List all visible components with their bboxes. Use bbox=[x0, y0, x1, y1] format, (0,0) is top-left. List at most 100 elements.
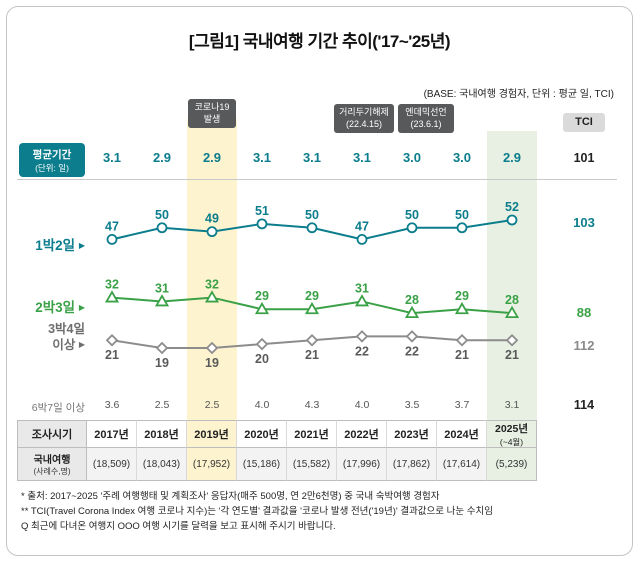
sample-row-background bbox=[87, 448, 537, 481]
diamond-marker-icon bbox=[205, 341, 219, 355]
data-point-label: 32 bbox=[205, 278, 219, 292]
year-cell-2025-line2: (~4월) bbox=[499, 436, 524, 447]
figure-title: [그림1] 국내여행 기간 추이('17~'25년) bbox=[188, 32, 451, 51]
circle-marker-icon bbox=[156, 222, 168, 234]
series-label-0: 1박2일 ▶ bbox=[35, 238, 85, 253]
extra-values-row: 3.6 2.5 2.5 4.0 4.3 4.0 3.5 3.7 3.1 bbox=[87, 399, 537, 411]
data-point-label: 47 bbox=[105, 219, 119, 233]
year-cell: 2020년 bbox=[237, 420, 287, 448]
year-cell: 2019년 bbox=[187, 420, 237, 448]
data-point-label: 50 bbox=[405, 208, 419, 222]
covid-outbreak-badge: 코로나19 발생 bbox=[188, 99, 236, 129]
circle-marker-icon bbox=[506, 214, 518, 226]
footnotes: * 출처: 2017~2025 '주례 여행행태 및 계획조사' 응답자(매주 … bbox=[21, 489, 625, 534]
data-point-label: 50 bbox=[155, 208, 169, 222]
base-note: (BASE: 국내여행 경험자, 단위 : 평균 일, TCI) bbox=[423, 89, 614, 100]
sample-size-header: 국내여행 (사례수,명) bbox=[17, 448, 87, 481]
sample-size-cell: (17,996) bbox=[337, 448, 387, 481]
year-cell: 2022년 bbox=[337, 420, 387, 448]
diamond-marker-icon bbox=[105, 333, 119, 347]
data-point-label: 19 bbox=[155, 356, 169, 370]
data-point-label: 49 bbox=[205, 212, 219, 226]
year-cell: 2018년 bbox=[137, 420, 187, 448]
sample-size-cell: (15,186) bbox=[237, 448, 287, 481]
diamond-marker-icon bbox=[255, 337, 269, 351]
data-point-label: 21 bbox=[455, 348, 469, 362]
extra-duration-value: 3.5 bbox=[404, 399, 420, 411]
survey-period-row: 조사시기 2017년 2018년 2019년 2020년 2021년 2022년 2023년… bbox=[17, 420, 537, 448]
diamond-marker-icon bbox=[405, 330, 419, 343]
avg-duration-value: 3.1 bbox=[252, 150, 272, 165]
data-point-label: 47 bbox=[355, 219, 369, 233]
year-cell-2025: 2025년 (~4월) bbox=[487, 420, 537, 448]
data-point-label: 21 bbox=[305, 348, 319, 362]
avg-duration-value: 2.9 bbox=[202, 150, 222, 165]
year-cell: 2024년 bbox=[437, 420, 487, 448]
data-point-label: 52 bbox=[505, 200, 519, 214]
year-cell-2025-line1: 2025년 bbox=[494, 422, 529, 435]
sample-row-cells: (18,509) (18,043) (17,952) (15,186) (15,582)… bbox=[87, 448, 537, 481]
triangle-marker-icon bbox=[404, 305, 420, 318]
sample-size-cell: (18,509) bbox=[87, 448, 137, 481]
diamond-marker-icon bbox=[505, 333, 519, 347]
year-cell: 2021년 bbox=[287, 420, 337, 448]
data-point-label: 50 bbox=[305, 208, 319, 222]
figure-card: [그림1] 국내여행 기간 추이('17~'25년) (BASE: 국내여행 경… bbox=[6, 6, 633, 556]
series-label-2: 3박4일 이상 ▶ bbox=[48, 322, 85, 353]
circle-marker-icon bbox=[456, 222, 468, 234]
sample-size-cell: (17,862) bbox=[387, 448, 437, 481]
extra-duration-value: 4.0 bbox=[254, 399, 270, 411]
footnote-line: ** TCI(Travel Corona Index 여행 코로나 지수)는 '… bbox=[21, 506, 494, 517]
avg-duration-value: 2.9 bbox=[502, 150, 522, 165]
sample-size-cell: (17,952) bbox=[187, 448, 237, 481]
data-point-label: 51 bbox=[255, 204, 269, 218]
endemic-declared-badge: 엔데믹선언 (23.6.1) bbox=[398, 104, 454, 134]
data-point-label: 29 bbox=[255, 289, 269, 303]
avg-values-row: 3.1 2.9 2.9 3.1 3.1 3.1 3.0 3.0 2.9 bbox=[87, 150, 537, 165]
circle-marker-icon bbox=[206, 226, 218, 238]
tci-extra-value: 114 bbox=[573, 398, 595, 412]
data-point-label: 21 bbox=[505, 348, 519, 362]
diamond-marker-icon bbox=[455, 333, 469, 347]
survey-period-header-text: 조사시기 bbox=[31, 429, 73, 441]
pointer-arrow-icon: ▶ bbox=[78, 340, 85, 350]
data-point-label: 19 bbox=[205, 356, 219, 370]
circle-marker-icon bbox=[256, 218, 268, 230]
data-point-label: 31 bbox=[155, 281, 169, 295]
extra-duration-value: 2.5 bbox=[204, 399, 220, 411]
data-point-label: 28 bbox=[405, 293, 419, 307]
year-cell: 2023년 bbox=[387, 420, 437, 448]
triangle-marker-icon bbox=[454, 301, 470, 315]
avg-duration-label-line1: 평균기간 bbox=[32, 149, 72, 161]
avg-row-divider bbox=[17, 179, 617, 180]
footnote-line: * 출처: 2017~2025 '주례 여행행태 및 계획조사' 응답자(매주 … bbox=[21, 491, 440, 502]
data-point-label: 31 bbox=[355, 281, 369, 295]
avg-duration-value: 2.9 bbox=[152, 150, 172, 165]
pointer-arrow-icon: ▶ bbox=[78, 241, 85, 250]
data-point-label: 20 bbox=[255, 352, 269, 366]
sample-size-cell: (18,043) bbox=[137, 448, 187, 481]
triangle-marker-icon bbox=[154, 294, 170, 307]
sample-size-cell: (15,582) bbox=[287, 448, 337, 481]
circle-marker-icon bbox=[356, 233, 368, 245]
triangle-marker-icon bbox=[204, 290, 220, 303]
sample-size-header-line2: (사례수,명) bbox=[33, 467, 71, 476]
data-point-label: 22 bbox=[405, 344, 419, 358]
series-label-1: 2박3일 ▶ bbox=[35, 300, 85, 315]
triangle-marker-icon bbox=[304, 301, 320, 315]
endemic-badge-line2: (23.6.1) bbox=[410, 118, 442, 129]
tci-avg-value: 101 bbox=[573, 151, 595, 165]
avg-duration-label-line2: (단위: 일) bbox=[35, 163, 69, 173]
distancing-badge-line1: 거리두기해제 bbox=[339, 107, 389, 117]
data-point-label: 29 bbox=[305, 289, 319, 303]
sample-size-row: 국내여행 (사례수,명) (18,509) (18,043) (17,952) (15… bbox=[17, 448, 537, 481]
data-point-label: 22 bbox=[355, 344, 369, 358]
distancing-badge-line2: (22.4.15) bbox=[345, 118, 383, 129]
year-row-cells: 2017년 2018년 2019년 2020년 2021년 2022년 2023년 2024년… bbox=[87, 420, 537, 448]
sample-size-cell: (17,614) bbox=[437, 448, 487, 481]
extra-duration-value: 4.3 bbox=[304, 399, 320, 411]
survey-period-header: 조사시기 bbox=[17, 420, 87, 448]
triangle-marker-icon bbox=[104, 290, 120, 303]
trend-chart: 47 50 49 51 50 47 50 50 52 32 31 32 29 29 31 28 29 28 21 19… bbox=[104, 200, 520, 370]
avg-duration-value: 3.0 bbox=[402, 150, 422, 165]
